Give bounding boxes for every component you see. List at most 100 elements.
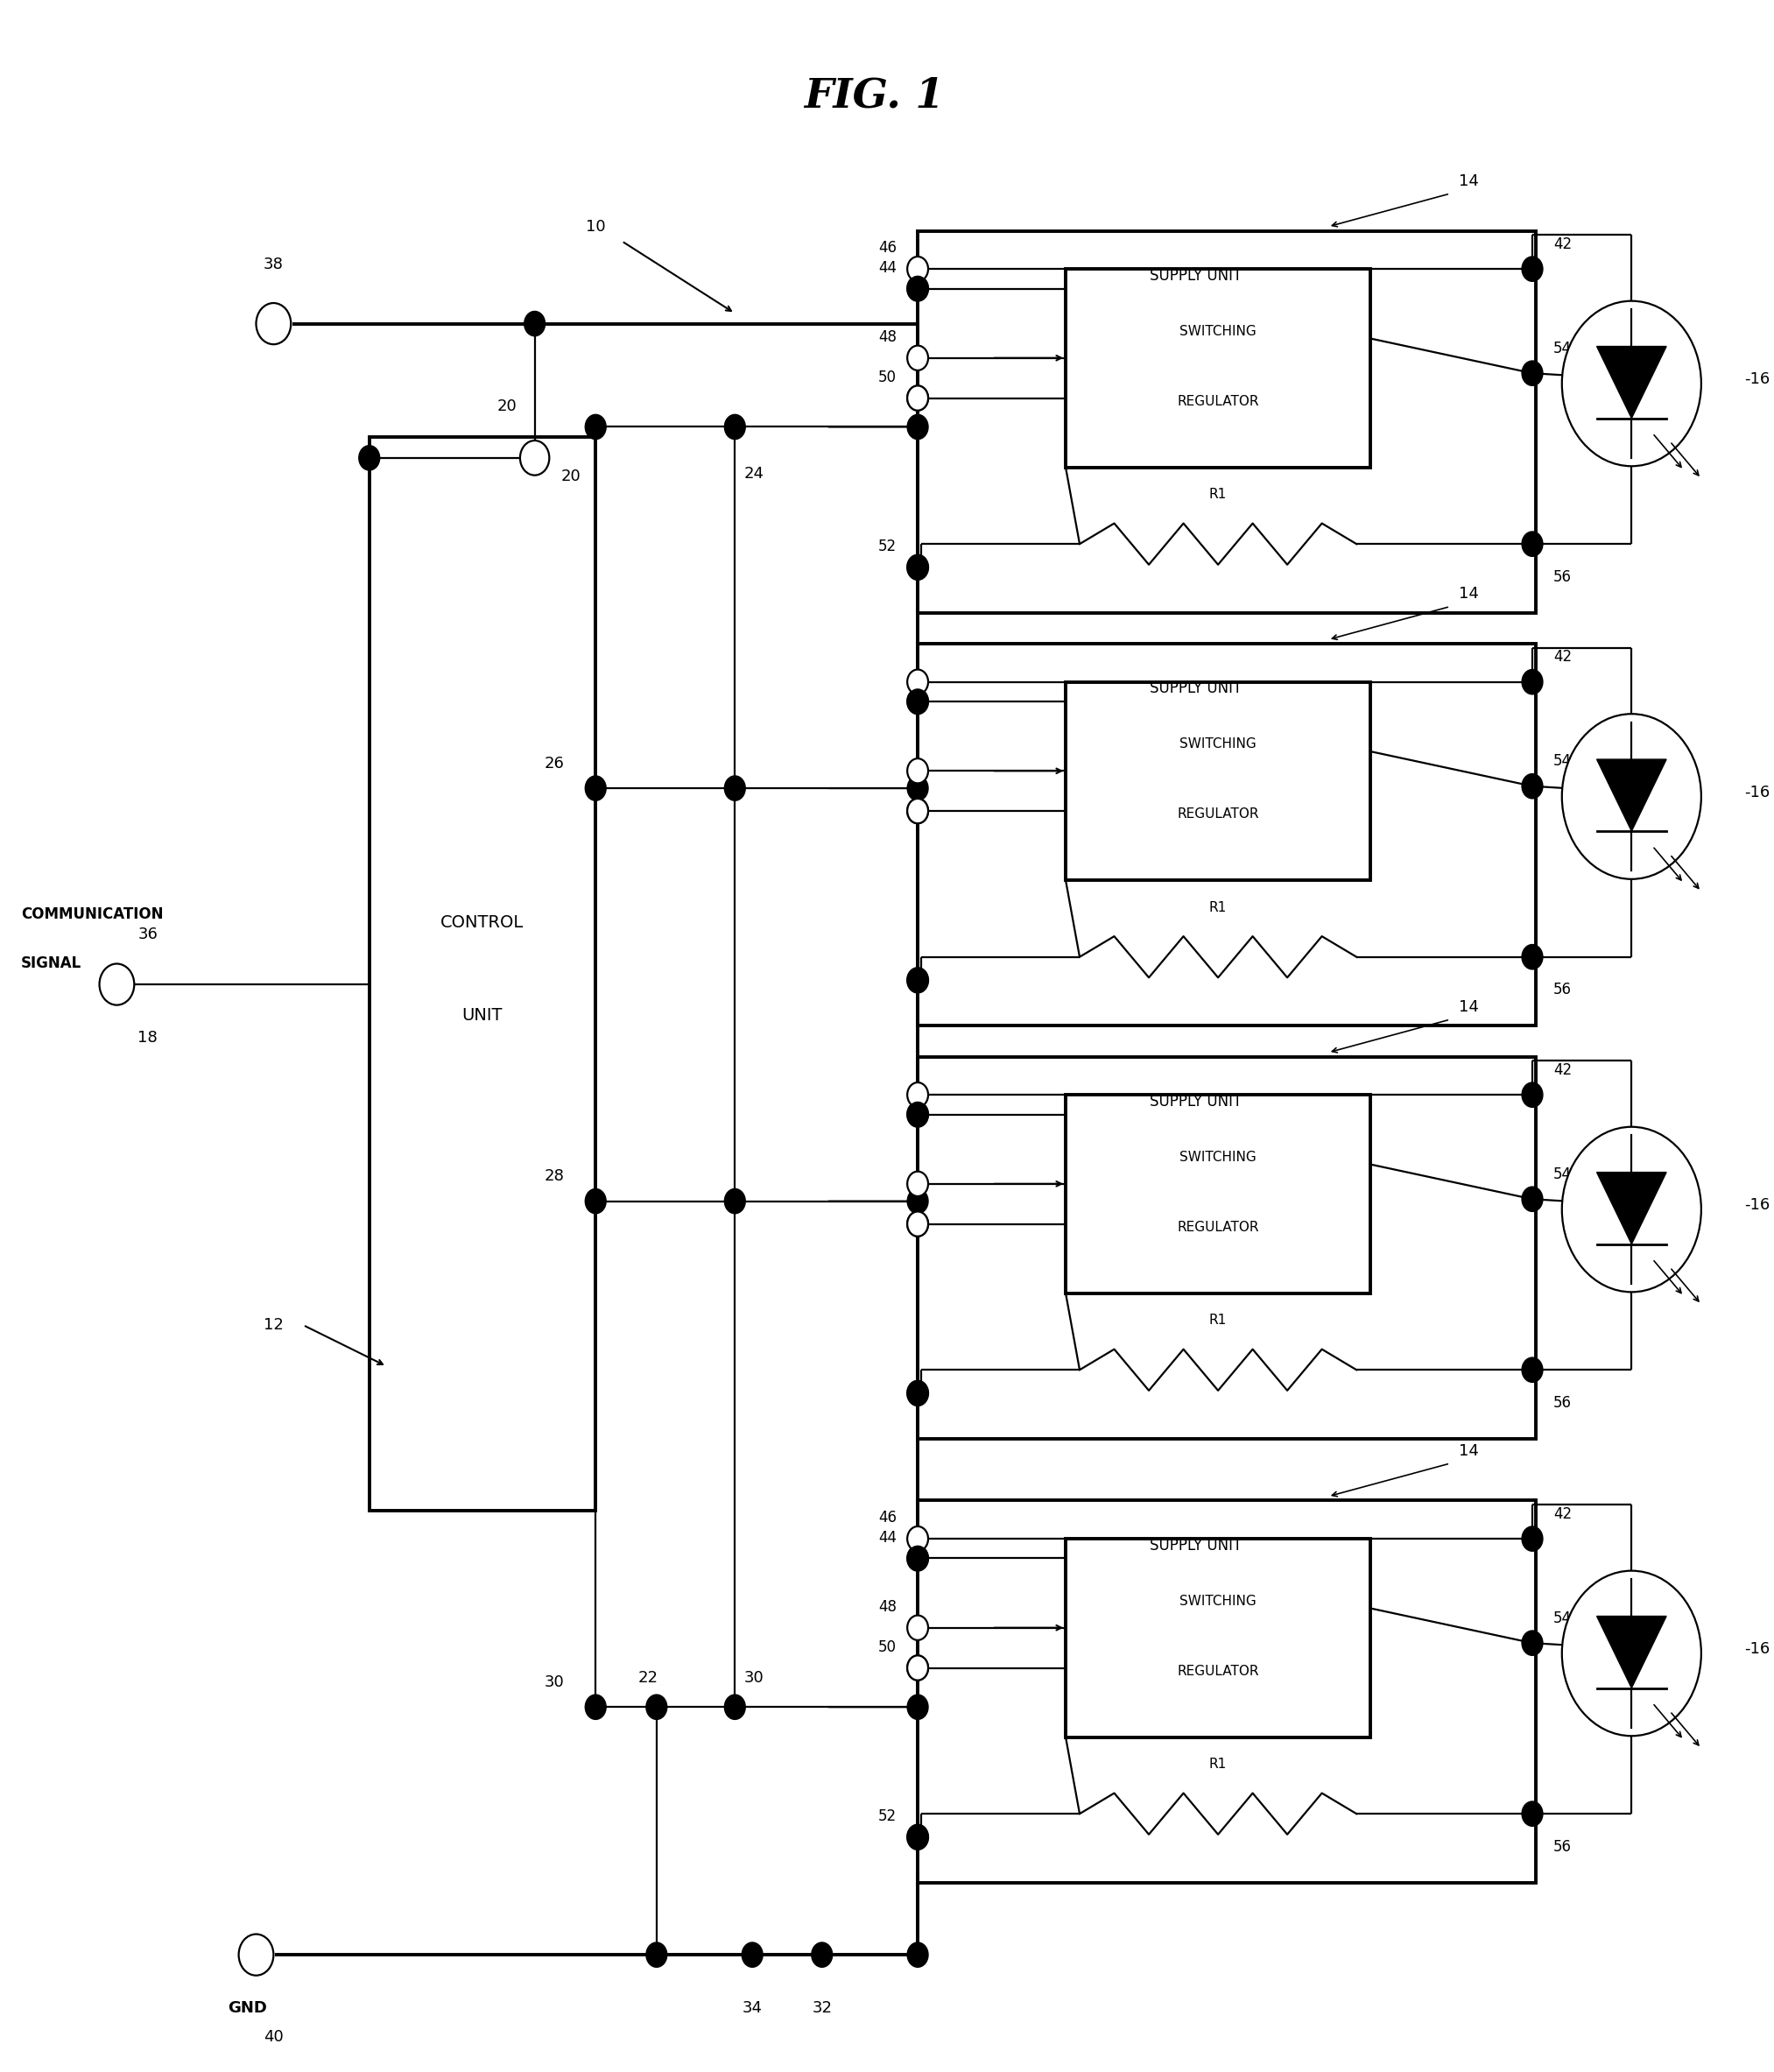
Circle shape bbox=[646, 1941, 667, 1966]
Circle shape bbox=[907, 1212, 928, 1237]
Text: SIGNAL: SIGNAL bbox=[21, 955, 82, 972]
Circle shape bbox=[907, 346, 928, 371]
Text: 44: 44 bbox=[878, 1529, 898, 1546]
Circle shape bbox=[1561, 715, 1701, 879]
Text: 42: 42 bbox=[1554, 1506, 1572, 1521]
Circle shape bbox=[646, 1695, 667, 1720]
Text: 22: 22 bbox=[639, 1670, 658, 1687]
Text: 10: 10 bbox=[585, 218, 605, 234]
Text: R1: R1 bbox=[1210, 1757, 1228, 1772]
Circle shape bbox=[1522, 1187, 1543, 1212]
Text: R1: R1 bbox=[1210, 1314, 1228, 1326]
Circle shape bbox=[907, 1102, 928, 1127]
Text: 30: 30 bbox=[545, 1674, 564, 1691]
Text: REGULATOR: REGULATOR bbox=[1178, 1220, 1260, 1233]
Bar bbox=[1066, 269, 1370, 468]
Text: 42: 42 bbox=[1554, 649, 1572, 665]
Circle shape bbox=[1522, 773, 1543, 798]
Text: SWITCHING: SWITCHING bbox=[1180, 738, 1256, 750]
Text: 56: 56 bbox=[1554, 1394, 1572, 1411]
Text: 46: 46 bbox=[878, 240, 898, 257]
Bar bbox=[917, 644, 1536, 1026]
Bar bbox=[1066, 682, 1370, 881]
Text: 48: 48 bbox=[878, 329, 898, 344]
Text: REGULATOR: REGULATOR bbox=[1178, 396, 1260, 408]
Circle shape bbox=[724, 1189, 745, 1214]
Text: R1: R1 bbox=[1210, 489, 1228, 501]
Circle shape bbox=[907, 1941, 928, 1966]
Text: UNIT: UNIT bbox=[461, 1007, 502, 1024]
Circle shape bbox=[907, 1380, 928, 1405]
Circle shape bbox=[907, 1171, 928, 1196]
Circle shape bbox=[1522, 533, 1543, 557]
Bar bbox=[1066, 1539, 1370, 1738]
Polygon shape bbox=[1597, 346, 1666, 419]
Circle shape bbox=[1522, 945, 1543, 970]
Circle shape bbox=[1522, 1527, 1543, 1552]
Circle shape bbox=[724, 414, 745, 439]
Circle shape bbox=[907, 775, 928, 800]
Circle shape bbox=[907, 385, 928, 410]
Text: -16: -16 bbox=[1746, 1641, 1770, 1658]
Circle shape bbox=[742, 1941, 763, 1966]
Text: SUPPLY UNIT: SUPPLY UNIT bbox=[1150, 1537, 1242, 1554]
Text: 48: 48 bbox=[878, 1600, 898, 1614]
Text: 24: 24 bbox=[743, 466, 765, 483]
Text: 50: 50 bbox=[878, 369, 898, 385]
Circle shape bbox=[1561, 1127, 1701, 1293]
Text: REGULATOR: REGULATOR bbox=[1178, 1664, 1260, 1678]
Text: SWITCHING: SWITCHING bbox=[1180, 325, 1256, 338]
Text: 14: 14 bbox=[1458, 586, 1480, 601]
Text: -16: -16 bbox=[1746, 1198, 1770, 1214]
Bar bbox=[917, 1057, 1536, 1438]
Circle shape bbox=[907, 1082, 928, 1106]
Circle shape bbox=[907, 798, 928, 823]
Text: 18: 18 bbox=[138, 1030, 158, 1046]
Circle shape bbox=[358, 445, 380, 470]
Bar bbox=[1066, 1094, 1370, 1293]
Circle shape bbox=[907, 690, 928, 715]
Text: 46: 46 bbox=[878, 1510, 898, 1525]
Circle shape bbox=[907, 669, 928, 694]
Text: GND: GND bbox=[227, 1999, 268, 2016]
Text: R1: R1 bbox=[1210, 901, 1228, 914]
Circle shape bbox=[907, 968, 928, 992]
Circle shape bbox=[724, 775, 745, 800]
Text: 26: 26 bbox=[545, 756, 564, 771]
Circle shape bbox=[585, 1189, 607, 1214]
Text: 54: 54 bbox=[1554, 1610, 1572, 1627]
Text: 12: 12 bbox=[264, 1318, 284, 1332]
Circle shape bbox=[907, 1546, 928, 1571]
Bar bbox=[917, 230, 1536, 613]
Circle shape bbox=[520, 441, 550, 474]
Circle shape bbox=[907, 414, 928, 439]
Text: 20: 20 bbox=[497, 398, 518, 414]
Text: 38: 38 bbox=[264, 257, 284, 271]
Circle shape bbox=[525, 311, 545, 336]
Circle shape bbox=[907, 798, 928, 823]
Circle shape bbox=[907, 385, 928, 410]
Circle shape bbox=[907, 1527, 928, 1552]
Text: SUPPLY UNIT: SUPPLY UNIT bbox=[1150, 682, 1242, 696]
Text: 34: 34 bbox=[742, 1999, 763, 2016]
Circle shape bbox=[907, 276, 928, 300]
Circle shape bbox=[811, 1941, 832, 1966]
Circle shape bbox=[1522, 1631, 1543, 1656]
Text: 56: 56 bbox=[1554, 982, 1572, 997]
Text: 28: 28 bbox=[545, 1169, 564, 1183]
Circle shape bbox=[1522, 1082, 1543, 1106]
Circle shape bbox=[907, 257, 928, 282]
Circle shape bbox=[907, 1825, 928, 1850]
Text: SWITCHING: SWITCHING bbox=[1180, 1150, 1256, 1164]
Text: SWITCHING: SWITCHING bbox=[1180, 1593, 1256, 1608]
Text: REGULATOR: REGULATOR bbox=[1178, 808, 1260, 821]
Circle shape bbox=[585, 775, 607, 800]
Circle shape bbox=[907, 968, 928, 992]
Circle shape bbox=[585, 1695, 607, 1720]
Text: CONTROL: CONTROL bbox=[440, 914, 523, 930]
Text: 14: 14 bbox=[1458, 174, 1480, 189]
Circle shape bbox=[907, 1695, 928, 1720]
Text: 56: 56 bbox=[1554, 1838, 1572, 1854]
Text: 52: 52 bbox=[878, 1809, 898, 1823]
Circle shape bbox=[907, 690, 928, 715]
